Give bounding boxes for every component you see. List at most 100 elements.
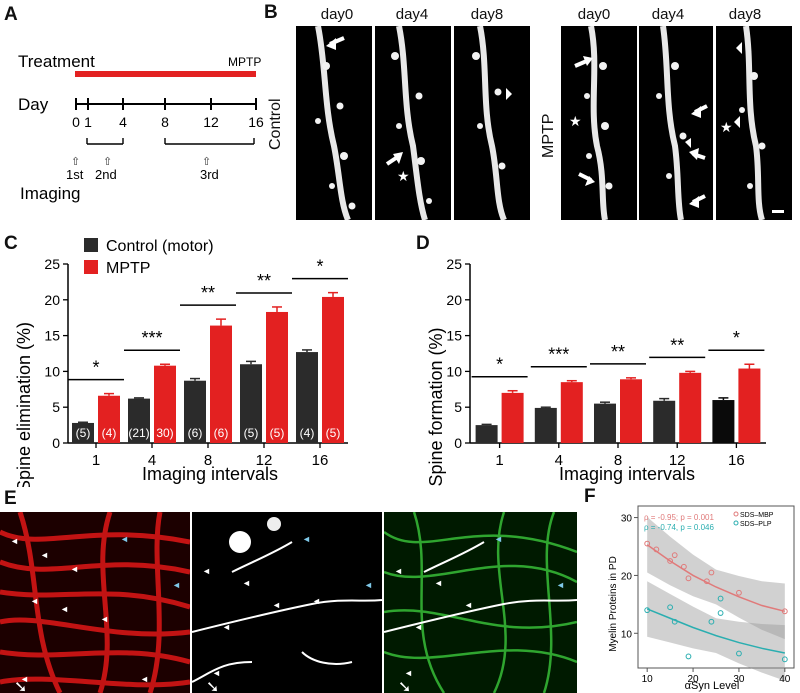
- timeline-diagram: Treatment MPTP Day 0 1 4 8 12 16 ⇧ ⇧ ⇧ 1st 2nd …: [18, 52, 264, 203]
- x-tick-label-8: 8: [614, 452, 622, 469]
- significance-mark-4: ***: [141, 328, 162, 348]
- spine-elimination-chart: Spine elimination (%) Imaging intervals …: [14, 238, 348, 487]
- day-tick-label-4: 4: [119, 114, 127, 130]
- svg-text:◄: ◄: [212, 668, 221, 678]
- svg-text:⇧: ⇧: [71, 156, 80, 168]
- day-label-control-8: day8: [470, 6, 504, 23]
- legend-label-0: SDS–MBP: [740, 512, 774, 519]
- x-axis-label-f: αSyn Level: [685, 680, 740, 692]
- micrograph-mptp-day8: ★: [716, 26, 792, 220]
- svg-text:◄: ◄: [556, 580, 565, 590]
- day-tick-label-1: 1: [84, 114, 92, 130]
- svg-text:◄: ◄: [272, 600, 281, 610]
- svg-text:⇧: ⇧: [202, 156, 211, 168]
- bar-control-4: [128, 398, 150, 443]
- spine-formation-chart: Spine formation (%) Imaging intervals 0 5…: [426, 256, 766, 487]
- n-label: (5): [244, 426, 259, 440]
- svg-text:➘: ➘: [398, 679, 411, 693]
- x-tick-label-16: 16: [312, 452, 329, 469]
- fit-line-1: [646, 608, 785, 654]
- fluorescence-white-channel: ◄ ◄ ◄ ◄ ◄ ◄ ◄ ◄ ➘: [192, 512, 382, 693]
- x-tick-label-4: 4: [555, 452, 563, 469]
- data-point: [671, 618, 678, 625]
- n-label: (21): [128, 426, 149, 440]
- svg-text:★: ★: [720, 119, 733, 135]
- x-tick-label-8: 8: [204, 452, 212, 469]
- svg-text:⇧: ⇧: [103, 156, 112, 168]
- svg-text:◄: ◄: [414, 622, 423, 632]
- legend-swatch-1: [84, 260, 98, 274]
- y-tick-label: 25: [44, 256, 60, 272]
- y-axis-label-d: Spine formation (%): [426, 327, 446, 486]
- x-tick-label-12: 12: [256, 452, 273, 469]
- y-axis-label-f: Myelin Proteins in PD: [608, 556, 619, 652]
- significance-mark-16: *: [316, 257, 323, 277]
- day-label-mptp-8: day8: [728, 6, 762, 23]
- bar-control-1: [475, 425, 498, 443]
- y-tick-label: 10: [621, 629, 633, 640]
- data-point: [685, 575, 692, 582]
- significance-mark-8: **: [611, 342, 625, 362]
- bar-control-16: [296, 352, 318, 443]
- day-tick-label-16: 16: [248, 114, 264, 130]
- x-tick-label: 30: [733, 674, 745, 685]
- n-label: (4): [300, 426, 315, 440]
- y-tick-label: 5: [454, 399, 462, 415]
- svg-text:◄: ◄: [202, 566, 211, 576]
- session-3rd: 3rd: [200, 167, 219, 182]
- panel-label-e: E: [4, 488, 17, 509]
- panel-label-d: D: [416, 233, 430, 254]
- y-tick-label: 0: [454, 435, 462, 451]
- micrograph-control-day8: [454, 26, 530, 220]
- significance-mark-8: **: [201, 283, 215, 303]
- data-point: [736, 589, 742, 596]
- svg-text:◄: ◄: [242, 578, 251, 588]
- svg-text:◄: ◄: [70, 564, 79, 574]
- legend-marker-0: [733, 511, 739, 517]
- svg-text:◄: ◄: [100, 614, 109, 624]
- n-label: 30): [156, 426, 173, 440]
- data-point: [736, 650, 742, 657]
- day-label-control-4: day4: [395, 6, 429, 23]
- y-tick-label: 15: [446, 328, 462, 344]
- data-point: [667, 604, 674, 611]
- data-point: [717, 595, 724, 602]
- significance-mark-12: **: [670, 335, 684, 355]
- day-label-mptp-4: day4: [651, 6, 685, 23]
- y-axis-label-c: Spine elimination (%): [14, 322, 34, 487]
- data-point: [781, 608, 788, 615]
- bar-control-16: [712, 400, 735, 443]
- bar-mptp-4: [154, 365, 176, 443]
- imaging-label: Imaging: [20, 184, 80, 203]
- bar-control-12: [653, 400, 676, 443]
- fluorescence-merge-channel: ◄ ◄ ◄ ◄ ◄ ◄ ◄ ➘: [384, 512, 577, 693]
- n-label: (5): [76, 426, 91, 440]
- legend-label-1: MPTP: [106, 260, 150, 277]
- bar-mptp-12: [679, 372, 702, 443]
- legend-swatch-0: [84, 238, 98, 252]
- bar-mptp-12: [266, 311, 288, 443]
- myelin-correlation-chart: Myelin Proteins in PD αSyn Level 10 20 30 4…: [608, 505, 795, 692]
- svg-text:◄: ◄: [172, 580, 181, 590]
- bar-mptp-8: [210, 325, 232, 443]
- significance-mark-12: **: [257, 271, 271, 291]
- data-point: [781, 656, 788, 663]
- svg-text:◄: ◄: [464, 600, 473, 610]
- bar-mptp-4: [560, 382, 583, 443]
- x-tick-label-16: 16: [728, 452, 745, 469]
- x-tick-label-4: 4: [148, 452, 156, 469]
- x-tick-label: 10: [642, 674, 654, 685]
- svg-text:◄: ◄: [364, 580, 373, 590]
- data-point: [680, 563, 687, 570]
- data-point: [644, 540, 651, 547]
- stat-label-0: ρ = -0.95; p = 0.001: [644, 513, 714, 522]
- y-tick-label: 0: [52, 435, 60, 451]
- data-point: [667, 558, 674, 564]
- panel-label-f: F: [584, 486, 596, 507]
- x-tick-label: 20: [687, 674, 699, 685]
- bar-control-12: [240, 364, 262, 443]
- y-tick-label: 20: [621, 571, 633, 582]
- legend-label-1: SDS–PLP: [740, 521, 772, 528]
- svg-text:◄: ◄: [140, 674, 149, 684]
- x-tick-label: 40: [779, 674, 791, 685]
